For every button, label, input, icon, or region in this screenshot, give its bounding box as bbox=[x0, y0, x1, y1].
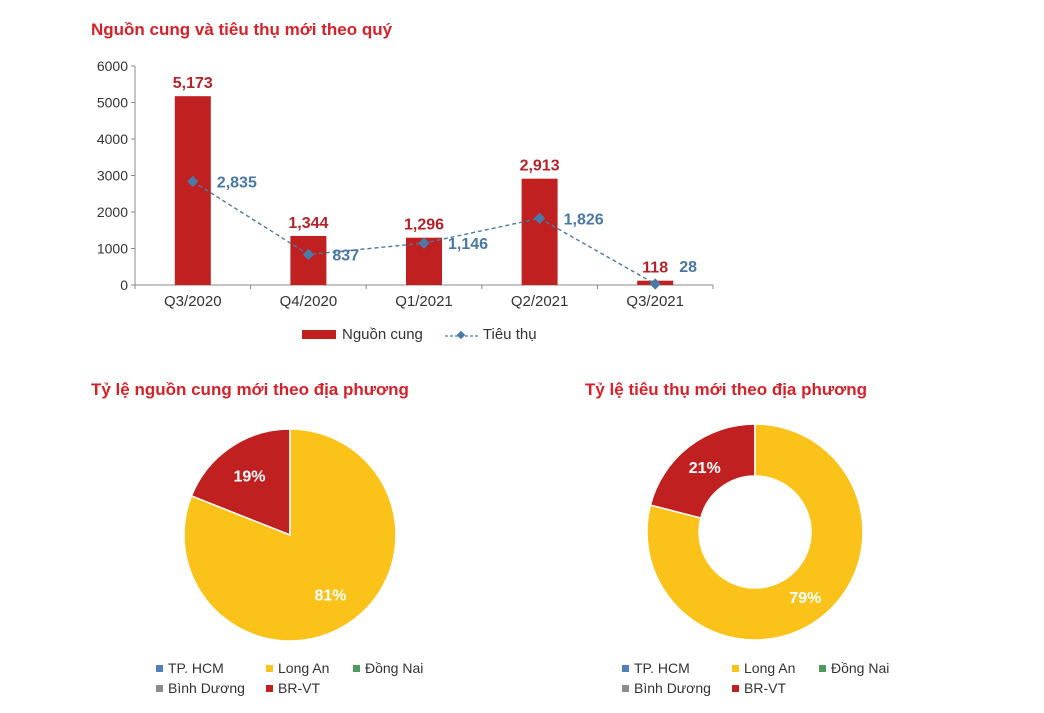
bar-chart-title: Nguồn cung và tiêu thụ mới theo quý bbox=[91, 20, 393, 39]
legend-swatch bbox=[266, 684, 273, 692]
supply-pie-legend-item: Đồng Nai bbox=[353, 660, 423, 676]
y-tick-label: 2000 bbox=[97, 204, 128, 220]
bar-chart-legend: Nguồn cung Tiêu thụ bbox=[302, 326, 537, 343]
legend-swatch bbox=[266, 664, 273, 672]
supply-data-label: 5,173 bbox=[173, 75, 213, 92]
consumption-donut-chart: 21% 79% bbox=[646, 423, 864, 641]
supply-pie-slice-label: 19% bbox=[234, 468, 266, 485]
consumption-donut-legend-item: BR-VT bbox=[732, 680, 786, 696]
legend-label: Bình Dương bbox=[168, 680, 245, 696]
supply-pie-slice-label: 81% bbox=[314, 588, 346, 605]
legend-swatch bbox=[732, 664, 739, 672]
consumption-donut-legend-item: Bình Dương bbox=[622, 680, 711, 696]
supply-pie-chart: 19% 81% bbox=[183, 428, 397, 642]
consumption-donut-slice-long-an bbox=[646, 423, 864, 641]
supply-pie-legend-item: TP. HCM bbox=[156, 660, 224, 676]
supply-data-label: 1,296 bbox=[404, 217, 444, 234]
consumption-pie-title: Tỷ lệ tiêu thụ mới theo địa phương bbox=[585, 380, 868, 399]
legend-label: Long An bbox=[744, 660, 796, 676]
consumption-data-label: 1,146 bbox=[448, 236, 488, 253]
consumption-donut-legend-item: TP. HCM bbox=[622, 660, 690, 676]
legend-swatch bbox=[156, 684, 163, 692]
legend-swatch bbox=[353, 664, 360, 672]
y-tick-label: 3000 bbox=[97, 168, 128, 184]
supply-bar bbox=[174, 96, 211, 285]
supply-bar bbox=[290, 235, 327, 285]
consumption-donut-legend-item: Đồng Nai bbox=[819, 660, 889, 676]
supply-bar bbox=[521, 178, 558, 285]
legend-swatch bbox=[622, 664, 629, 672]
supply-pie-legend-item: Bình Dương bbox=[156, 680, 245, 696]
supply-pie-legend: TP. HCM Long An Đồng Nai Bình Dương BR-VT bbox=[156, 660, 456, 705]
y-tick-label: 5000 bbox=[97, 95, 128, 111]
consumption-point bbox=[418, 237, 430, 249]
consumption-data-label: 837 bbox=[332, 247, 359, 264]
consumption-donut-slice-label: 79% bbox=[789, 590, 821, 607]
legend-supply-label: Nguồn cung bbox=[342, 326, 423, 343]
legend-swatch bbox=[622, 684, 629, 692]
consumption-data-label: 28 bbox=[679, 259, 697, 276]
legend-label: TP. HCM bbox=[168, 660, 224, 676]
legend-label: TP. HCM bbox=[634, 660, 690, 676]
x-tick-label: Q4/2020 bbox=[280, 293, 338, 310]
consumption-donut-legend-item: Long An bbox=[732, 660, 795, 676]
supply-data-label: 118 bbox=[642, 260, 668, 277]
y-tick-label: 6000 bbox=[97, 58, 128, 74]
supply-pie-slice-long-an bbox=[183, 428, 397, 642]
legend-label: Đồng Nai bbox=[831, 660, 890, 676]
legend-label: Long An bbox=[278, 660, 330, 676]
consumption-donut-slice-br-vt bbox=[649, 423, 756, 519]
supply-data-label: 1,344 bbox=[288, 215, 328, 232]
y-tick-label: 0 bbox=[120, 277, 128, 293]
legend-label: BR-VT bbox=[744, 680, 786, 696]
legend-consumption-label: Tiêu thụ bbox=[482, 326, 537, 343]
supply-pie-legend-item: BR-VT bbox=[266, 680, 320, 696]
consumption-point bbox=[302, 248, 315, 261]
consumption-data-label: 2,835 bbox=[217, 175, 257, 192]
legend-consumption-swatch bbox=[444, 329, 479, 341]
supply-data-label: 2,913 bbox=[520, 158, 560, 175]
x-tick-label: Q3/2021 bbox=[626, 293, 684, 310]
legend-swatch bbox=[156, 664, 163, 672]
supply-pie-legend-item: Long An bbox=[266, 660, 329, 676]
legend-label: BR-VT bbox=[278, 680, 320, 696]
supply-pie-title: Tỷ lệ nguồn cung mới theo địa phương bbox=[91, 380, 409, 399]
supply-pie-slice-br-vt bbox=[190, 428, 291, 537]
legend-swatch bbox=[732, 684, 739, 692]
y-tick-label: 1000 bbox=[97, 241, 128, 257]
x-tick-label: Q2/2021 bbox=[511, 293, 569, 310]
y-tick-label: 4000 bbox=[97, 131, 128, 147]
consumption-point bbox=[649, 278, 661, 290]
x-tick-label: Q1/2021 bbox=[395, 293, 453, 310]
legend-label: Đồng Nai bbox=[365, 660, 424, 676]
x-tick-label: Q3/2020 bbox=[164, 293, 222, 310]
consumption-point bbox=[533, 212, 546, 225]
consumption-pie-legend: TP. HCM Long An Đồng Nai Bình Dương BR-VT bbox=[622, 660, 922, 705]
legend-label: Bình Dương bbox=[634, 680, 711, 696]
legend-swatch bbox=[819, 664, 826, 672]
legend-supply-swatch bbox=[302, 330, 336, 339]
bar-chart: 0 1000 2000 3000 4000 5000 6000 Q3/2020 5,173 Q4/… bbox=[97, 58, 714, 310]
consumption-point bbox=[187, 175, 199, 188]
consumption-donut-slice-label: 21% bbox=[689, 460, 721, 477]
consumption-data-label: 1,826 bbox=[564, 211, 604, 228]
